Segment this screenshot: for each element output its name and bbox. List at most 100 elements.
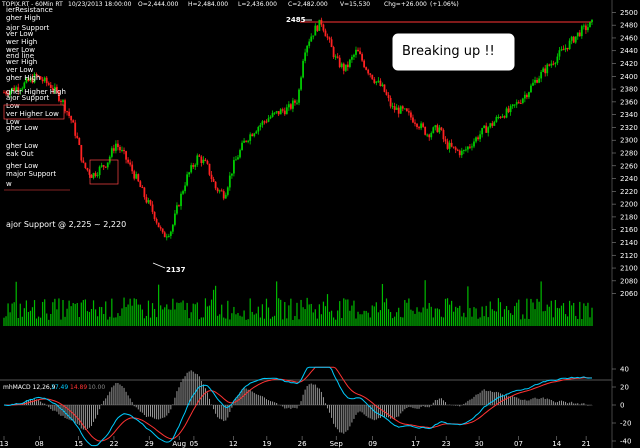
candle-body: [206, 160, 209, 164]
candle-body: [58, 91, 60, 101]
volume-bar: [194, 304, 196, 326]
volume-bar: [180, 302, 182, 326]
volume-bar: [481, 306, 483, 326]
volume-bar: [80, 302, 82, 326]
candle-body: [112, 148, 115, 151]
candle-body: [448, 142, 451, 149]
volume-bar: [532, 302, 534, 326]
volume-bar: [579, 301, 581, 326]
volume-bar: [485, 305, 487, 326]
volume-bar: [420, 312, 422, 326]
candle-body: [108, 156, 111, 163]
volume-bar: [465, 317, 467, 326]
volume-bar: [566, 316, 569, 326]
candle-body: [37, 75, 40, 77]
volume-bar: [271, 316, 274, 326]
volume-bar: [312, 312, 314, 326]
candle-body: [121, 149, 123, 151]
volume-bar: [589, 317, 591, 326]
candle-body: [338, 57, 341, 68]
volume-bar: [583, 303, 585, 326]
annotation-box: [3, 104, 65, 120]
volume-bar: [90, 308, 93, 326]
volume-bar: [164, 307, 166, 326]
candle-body: [332, 47, 335, 58]
candle-body: [41, 79, 44, 82]
candle-body: [444, 139, 447, 142]
candle-body: [499, 116, 502, 118]
volume-bar: [192, 303, 194, 326]
volume-bar: [151, 303, 154, 326]
price-tick-label: 2360: [620, 98, 638, 106]
date-tick-label: 12: [229, 440, 238, 448]
price-tick-label: 2240: [620, 175, 638, 183]
volume-bar: [560, 305, 563, 326]
volume-bar: [422, 307, 424, 326]
candle-body: [279, 109, 282, 115]
candle-body: [538, 78, 541, 83]
volume-bar: [326, 294, 329, 326]
candle-body: [135, 174, 138, 179]
candle-body: [534, 79, 536, 83]
volume-bar: [416, 307, 418, 326]
candle-body: [80, 145, 83, 161]
candle-body: [169, 231, 172, 236]
candle-body: [432, 127, 435, 133]
callout-box: [391, 32, 516, 72]
candle-body: [139, 181, 142, 188]
volume-bar: [542, 311, 544, 326]
candle-body: [190, 165, 193, 173]
volume-bar: [155, 317, 158, 326]
volume-bar: [438, 309, 441, 326]
candle-body: [226, 187, 229, 195]
candle-body: [591, 19, 593, 23]
volume-bar: [255, 313, 257, 326]
candle-body: [434, 125, 437, 128]
volume-bar: [562, 303, 565, 326]
candle-body: [365, 67, 368, 70]
candle-body: [17, 87, 20, 92]
candle-body: [11, 87, 14, 91]
candle-body: [31, 77, 34, 83]
volume-bar: [131, 305, 133, 326]
candle-body: [45, 77, 48, 84]
price-tick-label: 2200: [620, 201, 638, 209]
macd-tick-label: 20: [620, 384, 629, 392]
candle-body: [21, 88, 24, 90]
volume-bar: [359, 314, 361, 326]
candle-body: [493, 121, 496, 126]
volume-bar: [512, 314, 514, 326]
volume-bar: [13, 302, 15, 326]
volume-bar: [328, 311, 331, 326]
candle-body: [137, 174, 140, 182]
macd-signal-line: [4, 366, 592, 442]
volume-bar: [516, 302, 518, 326]
candle-body: [517, 102, 520, 104]
candle-body: [110, 148, 113, 157]
volume-bar: [219, 314, 221, 326]
volume-bar: [92, 300, 95, 326]
volume-bar: [44, 299, 46, 326]
annotation-box: [89, 159, 119, 185]
candle-body: [275, 111, 278, 113]
candle-body: [312, 35, 315, 37]
candle-body: [367, 69, 370, 74]
volume-bar: [398, 307, 400, 326]
volume-bar: [505, 306, 508, 326]
candle-body: [511, 104, 514, 107]
header-datetime: 10/23/2013 18:00:00: [68, 1, 132, 8]
volume-bar: [269, 318, 272, 326]
candle-body: [298, 89, 300, 103]
left-annotation-label: ajor Support: [6, 94, 50, 102]
candle-body: [294, 100, 296, 103]
volume-bar: [25, 300, 27, 326]
volume-bar: [251, 311, 253, 326]
volume-bar: [149, 317, 152, 326]
volume-bar: [569, 300, 571, 326]
volume-bar: [265, 298, 268, 326]
candle-body: [440, 127, 443, 130]
candle-body: [471, 146, 473, 148]
date-tick-label: Aug: [172, 440, 186, 448]
left-annotation-label: gher High: [6, 14, 40, 22]
candle-body: [102, 165, 105, 167]
